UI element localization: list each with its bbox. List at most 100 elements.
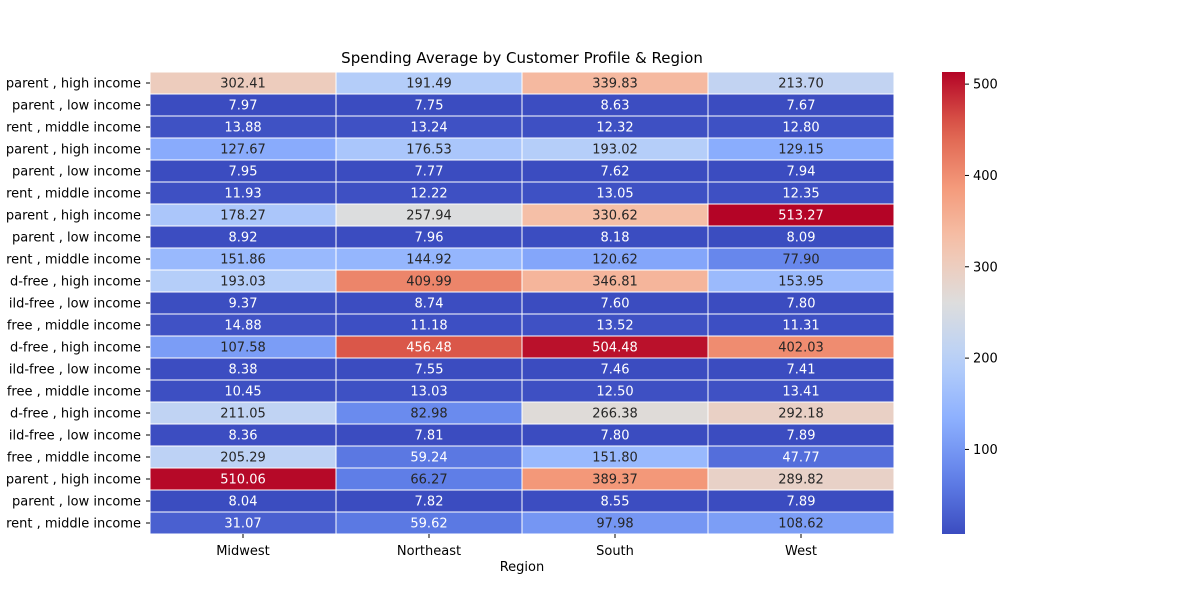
cell-value-label: 7.67 (787, 99, 816, 114)
colorbar-tick-label: 200 (973, 352, 998, 367)
cell-value-label: 12.32 (596, 121, 633, 136)
cell-value-label: 389.37 (592, 473, 638, 488)
cell-value-label: 13.41 (782, 385, 819, 400)
cell-value-label: 191.49 (406, 77, 452, 92)
cell-value-label: 7.46 (601, 363, 630, 378)
cell-value-label: 292.18 (778, 407, 824, 422)
cell-value-label: 59.62 (410, 517, 447, 532)
y-tick-label: parent , low income (12, 165, 141, 180)
y-tick-label: rent , middle income (6, 121, 141, 136)
cell-value-label: 7.80 (601, 429, 630, 444)
cell-value-label: 12.22 (410, 187, 447, 202)
cell-value-label: 13.24 (410, 121, 447, 136)
cell-value-label: 513.27 (778, 209, 824, 224)
cell-value-label: 97.98 (596, 517, 633, 532)
y-tick-label: parent , high income (6, 143, 141, 158)
cell-value-label: 7.60 (601, 297, 630, 312)
cell-value-label: 10.45 (224, 385, 261, 400)
cell-value-label: 8.63 (601, 99, 630, 114)
cell-value-label: 330.62 (592, 209, 638, 224)
cell-value-label: 510.06 (220, 473, 266, 488)
y-tick-label: parent , high income (6, 77, 141, 92)
cell-value-label: 456.48 (406, 341, 452, 356)
colorbar-tick-label: 400 (973, 169, 998, 184)
y-tick-label: free , middle income (7, 385, 141, 400)
cell-value-label: 47.77 (782, 451, 819, 466)
cell-value-label: 346.81 (592, 275, 638, 290)
cell-value-label: 11.31 (782, 319, 819, 334)
colorbar (942, 72, 965, 534)
y-tick-label: rent , middle income (6, 187, 141, 202)
cell-value-label: 339.83 (592, 77, 638, 92)
y-tick-label: parent , low income (12, 99, 141, 114)
cell-value-label: 9.37 (229, 297, 258, 312)
cell-value-label: 7.95 (229, 165, 258, 180)
cell-value-label: 7.77 (415, 165, 444, 180)
cell-value-label: 409.99 (406, 275, 452, 290)
cell-value-label: 82.98 (410, 407, 447, 422)
cell-value-label: 59.24 (410, 451, 447, 466)
cell-value-label: 7.96 (415, 231, 444, 246)
cell-value-label: 129.15 (778, 143, 824, 158)
cell-value-label: 7.97 (229, 99, 258, 114)
y-tick-label: parent , high income (6, 209, 141, 224)
cell-value-label: 107.58 (220, 341, 266, 356)
y-tick-label: ild-free , low income (9, 297, 141, 312)
cell-value-label: 7.55 (415, 363, 444, 378)
chart-title: Spending Average by Customer Profile & R… (341, 49, 703, 67)
cell-value-label: 144.92 (406, 253, 452, 268)
cell-value-label: 8.55 (601, 495, 630, 510)
cell-value-label: 13.52 (596, 319, 633, 334)
cell-value-label: 8.36 (229, 429, 258, 444)
cell-value-label: 127.67 (220, 143, 266, 158)
y-tick-label: free , middle income (7, 451, 141, 466)
cell-value-label: 66.27 (410, 473, 447, 488)
cell-value-label: 178.27 (220, 209, 266, 224)
x-tick-label: Midwest (216, 544, 270, 559)
cell-value-label: 7.75 (415, 99, 444, 114)
cell-value-label: 7.81 (415, 429, 444, 444)
x-tick-label: South (596, 544, 634, 559)
y-tick-label: d-free , high income (10, 275, 141, 290)
cell-value-label: 151.80 (592, 451, 638, 466)
cell-value-label: 11.93 (224, 187, 261, 202)
cell-value-label: 8.04 (229, 495, 258, 510)
cell-value-label: 257.94 (406, 209, 452, 224)
cell-value-label: 8.92 (229, 231, 258, 246)
cell-value-label: 12.50 (596, 385, 633, 400)
colorbar-tick-label: 500 (973, 78, 998, 93)
cell-value-label: 7.62 (601, 165, 630, 180)
cell-value-label: 7.89 (787, 495, 816, 510)
cell-value-label: 8.18 (601, 231, 630, 246)
cell-value-label: 7.89 (787, 429, 816, 444)
cell-value-label: 193.03 (220, 275, 266, 290)
cell-value-label: 13.05 (596, 187, 633, 202)
cell-value-label: 205.29 (220, 451, 266, 466)
cell-value-label: 12.80 (782, 121, 819, 136)
cell-value-label: 8.38 (229, 363, 258, 378)
cell-value-label: 13.88 (224, 121, 261, 136)
cell-value-label: 14.88 (224, 319, 261, 334)
cell-value-label: 7.80 (787, 297, 816, 312)
cell-value-label: 13.03 (410, 385, 447, 400)
cell-value-label: 31.07 (224, 517, 261, 532)
cell-value-label: 120.62 (592, 253, 638, 268)
cell-value-label: 153.95 (778, 275, 824, 290)
cell-value-label: 213.70 (778, 77, 824, 92)
colorbar-tick-label: 300 (973, 260, 998, 275)
y-tick-label: ild-free , low income (9, 429, 141, 444)
cell-value-label: 211.05 (220, 407, 266, 422)
y-tick-label: d-free , high income (10, 407, 141, 422)
cell-value-label: 302.41 (220, 77, 266, 92)
cell-value-label: 77.90 (782, 253, 819, 268)
cell-value-label: 289.82 (778, 473, 824, 488)
cell-value-label: 193.02 (592, 143, 638, 158)
y-tick-label: rent , middle income (6, 517, 141, 532)
x-tick-label: West (785, 544, 817, 559)
x-axis-label: Region (499, 560, 545, 575)
cell-value-label: 11.18 (410, 319, 447, 334)
x-tick-label: Northeast (397, 544, 461, 559)
y-tick-label: parent , low income (12, 495, 141, 510)
